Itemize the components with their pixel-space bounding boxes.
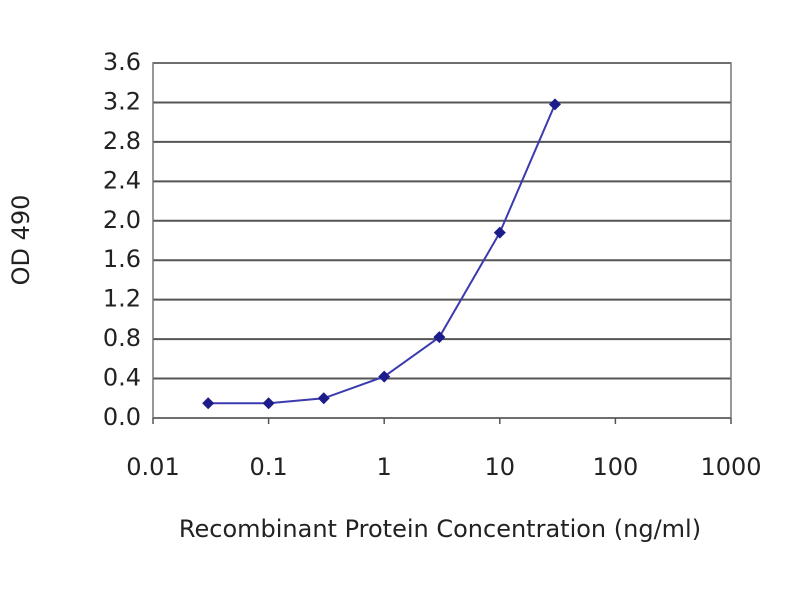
data-point xyxy=(548,98,561,111)
y-tick-label: 0.8 xyxy=(103,324,141,352)
y-tick-label: 3.2 xyxy=(103,87,141,115)
x-axis-title: Recombinant Protein Concentration (ng/ml… xyxy=(179,515,701,543)
y-tick-label: 2.0 xyxy=(103,206,141,234)
data-point xyxy=(317,392,330,405)
data-point xyxy=(493,226,506,239)
y-tick-label: 2.8 xyxy=(103,127,141,155)
y-tick-label: 1.6 xyxy=(103,245,141,273)
y-axis-title: OD 490 xyxy=(7,195,35,286)
data-point xyxy=(262,397,275,410)
data-point xyxy=(378,370,391,383)
y-tick-label: 2.4 xyxy=(103,166,141,194)
y-tick-label: 1.2 xyxy=(103,285,141,313)
x-tick-label: 0.1 xyxy=(250,453,288,481)
y-tick-label: 3.6 xyxy=(103,48,141,76)
x-tick-label: 100 xyxy=(592,453,638,481)
x-tick-label: 0.01 xyxy=(126,453,179,481)
y-tick-label: 0.4 xyxy=(103,364,141,392)
x-tick-label: 1000 xyxy=(700,453,761,481)
x-tick-label: 1 xyxy=(377,453,392,481)
plot-frame xyxy=(152,62,732,419)
x-tick-label: 10 xyxy=(485,453,516,481)
y-tick-label: 0.0 xyxy=(103,403,141,431)
data-point xyxy=(433,331,446,344)
data-point xyxy=(202,397,215,410)
